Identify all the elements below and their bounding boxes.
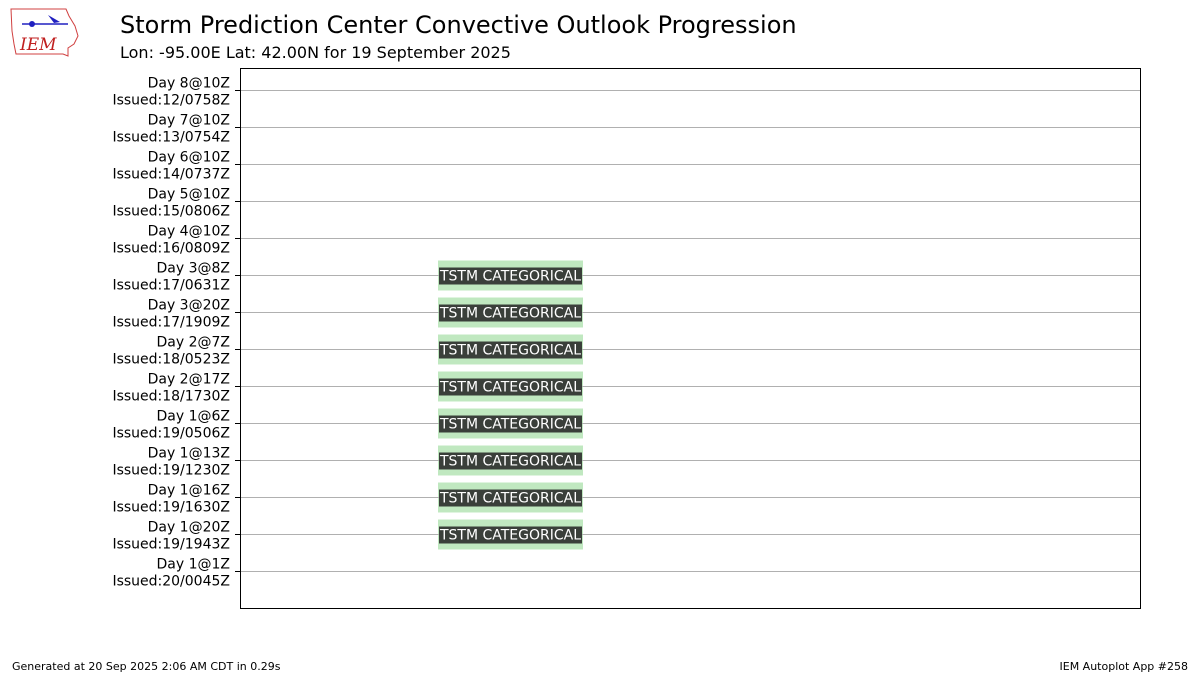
outlook-label: TSTM CATEGORICAL (439, 454, 581, 470)
plot-frame (240, 68, 1141, 609)
outlook-label: TSTM CATEGORICAL (439, 417, 581, 433)
y-tick-issued-label: Issued:16/0809Z (112, 241, 230, 257)
y-tick-issued-label: Issued:14/0737Z (112, 167, 230, 183)
outlook-label: TSTM CATEGORICAL (439, 380, 581, 396)
outlook-label-box (439, 526, 582, 544)
y-tick-issued-label: Issued:19/1630Z (112, 500, 230, 516)
outlook-label-box (439, 267, 582, 285)
y-tick-issued-label: Issued:17/1909Z (112, 315, 230, 331)
app-id: IEM Autoplot App #258 (1059, 660, 1189, 673)
y-tick-label: Day 1@13Z (148, 446, 230, 462)
outlook-label-box (439, 378, 582, 396)
y-tick-issued-label: Issued:19/1230Z (112, 463, 230, 479)
iem-logo: IEM (10, 8, 79, 57)
outlook-label-box (439, 452, 582, 470)
outlook-label: TSTM CATEGORICAL (439, 343, 581, 359)
y-tick-label: Day 8@10Z (148, 76, 230, 92)
y-tick-label: Day 6@10Z (148, 150, 230, 166)
outlook-label: TSTM CATEGORICAL (439, 491, 581, 507)
outlook-label-box (439, 304, 582, 322)
logo-text: IEM (19, 35, 57, 55)
outlook-label: TSTM CATEGORICAL (439, 528, 581, 544)
outlook-label: TSTM CATEGORICAL (439, 269, 581, 285)
page-subtitle: Lon: -95.00E Lat: 42.00N for 19 Septembe… (120, 43, 511, 62)
y-tick-label: Day 1@1Z (157, 557, 231, 573)
y-tick-label: Day 4@10Z (148, 224, 230, 240)
outlook-labels: TSTM CATEGORICAL TSTM CATEGORICAL TSTM CAT… (439, 267, 582, 544)
y-tick-issued-label: Issued:13/0754Z (112, 130, 230, 146)
y-tick-issued-label: Issued:12/0758Z (112, 93, 230, 109)
y-tick-issued-label: Issued:19/0506Z (112, 426, 230, 442)
y-tick-label: Day 1@16Z (148, 483, 230, 499)
generated-note: Generated at 20 Sep 2025 2:06 AM CDT in … (12, 660, 281, 673)
y-tick-label: Day 5@10Z (148, 187, 230, 203)
page-title: Storm Prediction Center Convective Outlo… (120, 11, 797, 39)
y-tick-label: Day 2@17Z (148, 372, 230, 388)
y-tick-issued-label: Issued:18/1730Z (112, 389, 230, 405)
y-tick-issued-label: Issued:17/0631Z (112, 278, 230, 294)
y-tick-label: Day 2@7Z (157, 335, 231, 351)
y-tick-issued-label: Issued:18/0523Z (112, 352, 230, 368)
y-tick-label: Day 3@20Z (148, 298, 230, 314)
y-tick-label: Day 7@10Z (148, 113, 230, 129)
y-tick-issued-label: Issued:15/0806Z (112, 204, 230, 220)
y-tick-issued-label: Issued:19/1943Z (112, 537, 230, 553)
y-tick-issued-label: Issued:20/0045Z (112, 574, 230, 590)
outlook-label-box (439, 341, 582, 359)
iowa-outline (10, 8, 79, 57)
y-tick-label: Day 3@8Z (157, 261, 231, 277)
gridlines (240, 90, 1140, 572)
y-tick-label: Day 1@20Z (148, 520, 230, 536)
y-tick-label: Day 1@6Z (157, 409, 231, 425)
outlook-label-box (439, 489, 582, 507)
outlook-label: TSTM CATEGORICAL (439, 306, 581, 322)
outlook-label-box (439, 415, 582, 433)
